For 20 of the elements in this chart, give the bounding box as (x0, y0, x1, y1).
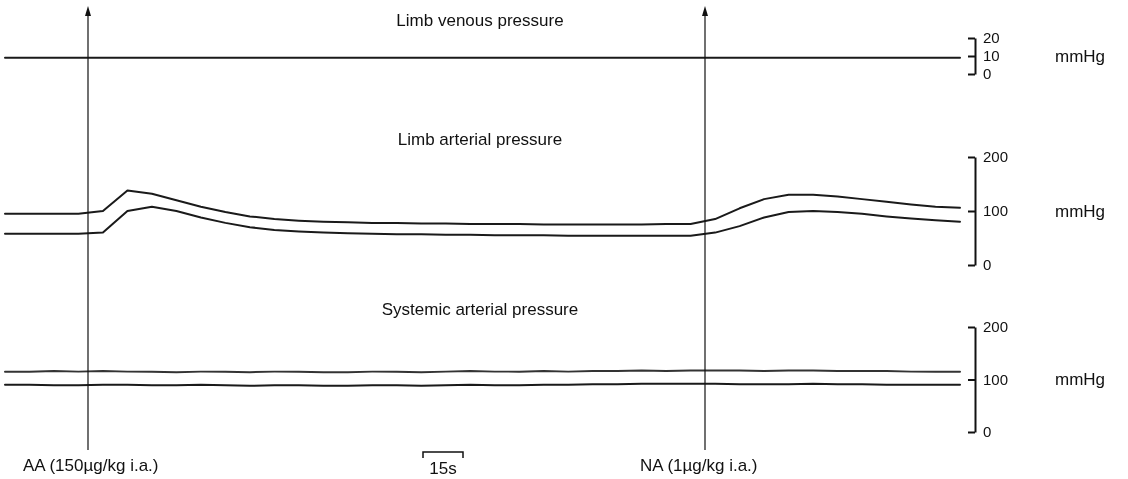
y-tick-label: 0 (983, 423, 992, 441)
y-tick-label: 10 (983, 47, 1000, 65)
chart-title: Systemic arterial pressure (381, 300, 579, 319)
y-tick-label: 100 (983, 370, 1009, 388)
chart-title: Limb arterial pressure (397, 130, 563, 149)
y-tick-label: 200 (983, 318, 1009, 336)
y-axis-title: mmHg (1054, 370, 1106, 390)
y-tick-label: 100 (983, 202, 1009, 220)
text: 15s (429, 459, 457, 478)
text: NA (1µg/kg i.a.) (640, 456, 758, 475)
y-tick-label: 0 (983, 256, 992, 274)
line-series (4, 189, 961, 226)
y-axis-title: mmHg (1054, 201, 1106, 221)
text: AA (150µg/kg i.a.) (23, 456, 159, 475)
chart-title: Limb venous pressure (396, 11, 564, 30)
line-series (4, 205, 961, 237)
y-tick-label: 0 (983, 65, 992, 83)
y-tick-label: 20 (983, 29, 1000, 47)
y-axis-title: mmHg (1054, 46, 1106, 66)
y-tick-label: 200 (983, 148, 1009, 166)
